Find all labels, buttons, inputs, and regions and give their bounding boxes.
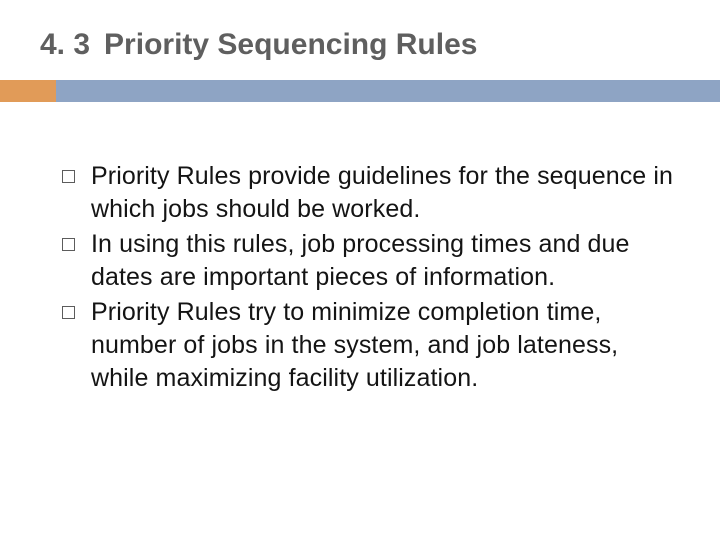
list-item: Priority Rules try to minimize completio…	[62, 296, 680, 395]
bullet-list: Priority Rules provide guidelines for th…	[40, 160, 680, 395]
divider-main	[56, 80, 720, 102]
divider-accent	[0, 80, 56, 102]
divider-bar	[0, 80, 720, 102]
bullet-square-icon	[62, 170, 75, 183]
bullet-text: Priority Rules try to minimize completio…	[91, 296, 680, 395]
bullet-text: Priority Rules provide guidelines for th…	[91, 160, 680, 226]
slide-title: Priority Sequencing Rules	[104, 28, 477, 62]
list-item: In using this rules, job processing time…	[62, 228, 680, 294]
bullet-text: In using this rules, job processing time…	[91, 228, 680, 294]
section-number: 4. 3	[40, 28, 90, 62]
list-item: Priority Rules provide guidelines for th…	[62, 160, 680, 226]
bullet-square-icon	[62, 238, 75, 251]
bullet-square-icon	[62, 306, 75, 319]
slide-container: 4. 3 Priority Sequencing Rules Priority …	[0, 0, 720, 540]
slide-title-row: 4. 3 Priority Sequencing Rules	[40, 28, 680, 62]
